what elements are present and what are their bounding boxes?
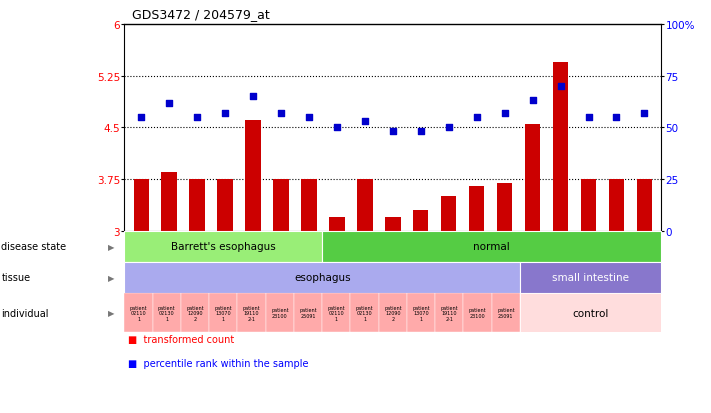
Bar: [124, 293, 153, 332]
Bar: [322, 293, 351, 332]
Point: [275, 110, 287, 117]
Bar: [124, 262, 520, 293]
Text: ■  transformed count: ■ transformed count: [128, 335, 234, 344]
Bar: [581, 180, 597, 231]
Text: patient
25091: patient 25091: [299, 308, 317, 318]
Point: [191, 114, 203, 121]
Point: [136, 114, 147, 121]
Point: [555, 83, 566, 90]
Point: [387, 129, 398, 135]
Point: [527, 98, 538, 104]
Bar: [181, 293, 209, 332]
Text: esophagus: esophagus: [294, 273, 351, 283]
Bar: [124, 231, 322, 262]
Bar: [357, 180, 373, 231]
Bar: [413, 211, 429, 231]
Point: [359, 119, 370, 125]
Point: [164, 100, 175, 107]
Bar: [237, 293, 266, 332]
Text: disease state: disease state: [1, 242, 67, 252]
Bar: [209, 293, 237, 332]
Bar: [351, 293, 379, 332]
Text: ▶: ▶: [108, 273, 115, 282]
Text: patient
12090
2: patient 12090 2: [384, 305, 402, 321]
Bar: [385, 218, 400, 231]
Point: [304, 114, 315, 121]
Bar: [273, 180, 289, 231]
Bar: [329, 218, 345, 231]
Bar: [497, 183, 513, 231]
Point: [220, 110, 231, 117]
Bar: [161, 173, 177, 231]
Text: normal: normal: [474, 242, 510, 252]
Text: patient
02110
1: patient 02110 1: [328, 305, 345, 321]
Bar: [294, 293, 322, 332]
Text: tissue: tissue: [1, 273, 31, 283]
Text: patient
13070
1: patient 13070 1: [412, 305, 430, 321]
Text: patient
12090
2: patient 12090 2: [186, 305, 204, 321]
Bar: [469, 187, 484, 231]
Text: GDS3472 / 204579_at: GDS3472 / 204579_at: [132, 8, 269, 21]
Bar: [266, 293, 294, 332]
Point: [331, 125, 343, 131]
Text: patient
25091: patient 25091: [497, 308, 515, 318]
Text: ▶: ▶: [108, 242, 115, 251]
Bar: [435, 293, 464, 332]
Bar: [525, 125, 540, 231]
Bar: [379, 293, 407, 332]
Bar: [609, 180, 624, 231]
Text: patient
23100: patient 23100: [469, 308, 486, 318]
Bar: [245, 121, 261, 231]
Text: patient
02130
1: patient 02130 1: [356, 305, 373, 321]
Text: ▶: ▶: [108, 309, 115, 317]
Text: patient
23100: patient 23100: [271, 308, 289, 318]
Point: [443, 125, 454, 131]
Point: [247, 94, 259, 100]
Bar: [218, 180, 232, 231]
Text: individual: individual: [1, 308, 49, 318]
Bar: [301, 180, 316, 231]
Text: small intestine: small intestine: [552, 273, 629, 283]
Bar: [520, 293, 661, 332]
Point: [638, 110, 650, 117]
Bar: [637, 180, 652, 231]
Point: [611, 114, 622, 121]
Bar: [153, 293, 181, 332]
Text: patient
13070
1: patient 13070 1: [215, 305, 232, 321]
Text: ■  percentile rank within the sample: ■ percentile rank within the sample: [128, 358, 309, 368]
Text: Barrett's esophagus: Barrett's esophagus: [171, 242, 276, 252]
Bar: [553, 63, 568, 231]
Bar: [134, 180, 149, 231]
Point: [583, 114, 594, 121]
Bar: [441, 197, 456, 231]
Text: control: control: [572, 308, 609, 318]
Bar: [520, 262, 661, 293]
Text: patient
02130
1: patient 02130 1: [158, 305, 176, 321]
Text: patient
02110
1: patient 02110 1: [129, 305, 147, 321]
Point: [471, 114, 482, 121]
Bar: [464, 293, 492, 332]
Point: [499, 110, 510, 117]
Bar: [407, 293, 435, 332]
Text: patient
19110
2-1: patient 19110 2-1: [242, 305, 260, 321]
Bar: [189, 180, 205, 231]
Bar: [492, 293, 520, 332]
Text: patient
19110
2-1: patient 19110 2-1: [441, 305, 458, 321]
Point: [415, 129, 427, 135]
Bar: [322, 231, 661, 262]
